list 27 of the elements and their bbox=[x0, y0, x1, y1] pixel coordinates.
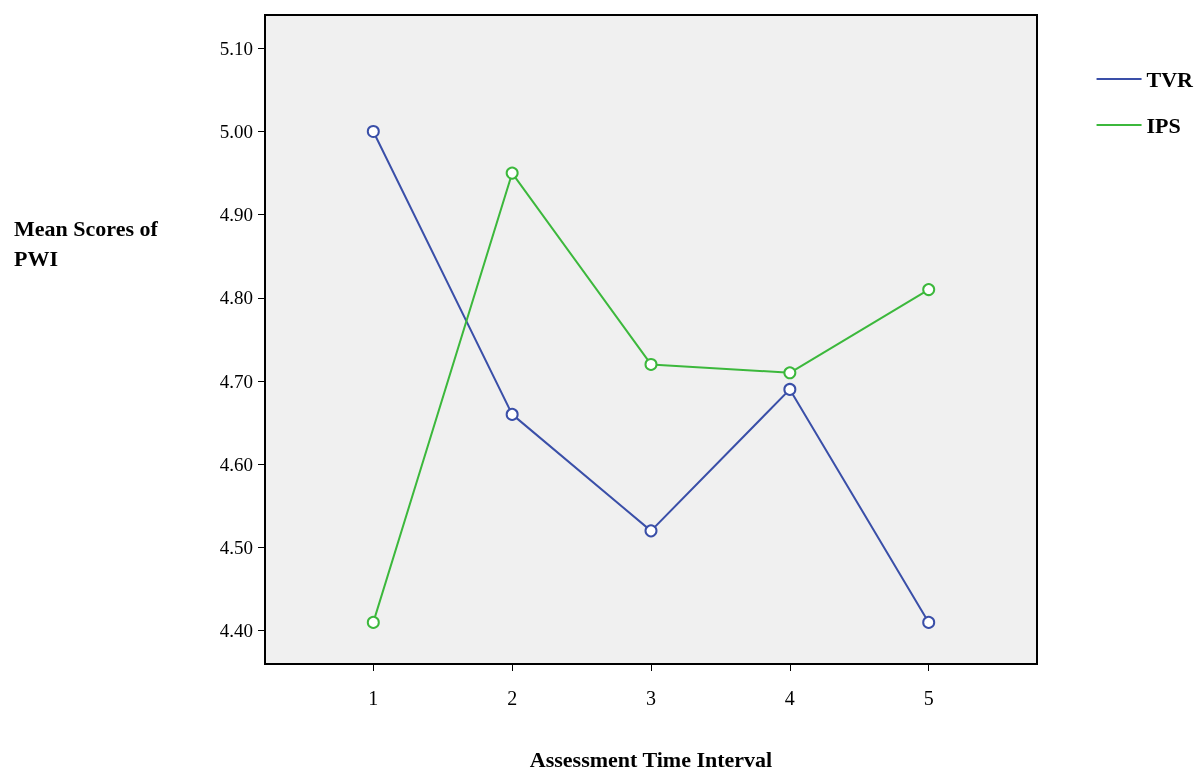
point bbox=[505, 407, 519, 421]
y-tick-label: 4.60 bbox=[219, 453, 253, 475]
y-tick-label: 4.40 bbox=[219, 620, 253, 642]
x-tick-label: 5 bbox=[923, 687, 934, 709]
point bbox=[644, 524, 658, 538]
point bbox=[783, 366, 797, 380]
x-tick-label: 1 bbox=[368, 687, 379, 709]
y-tick-label: 5.10 bbox=[219, 37, 253, 59]
x-axis-title: Assessment Time Interval bbox=[529, 746, 773, 772]
x-tick-label: 3 bbox=[646, 687, 656, 709]
x-tick-label: 4 bbox=[784, 687, 795, 709]
point bbox=[366, 615, 380, 629]
y-tick-label: 5.00 bbox=[219, 120, 253, 142]
y-tick-label: 4.80 bbox=[219, 287, 253, 309]
point bbox=[783, 382, 797, 396]
y-axis-title: Mean Scores of PWI bbox=[14, 215, 164, 271]
y-tick-label: 4.50 bbox=[219, 537, 253, 559]
x-tick-label: 2 bbox=[507, 687, 518, 709]
legend-label: IPS bbox=[1146, 112, 1181, 138]
y-tick-label: 4.90 bbox=[219, 204, 253, 226]
point bbox=[505, 166, 519, 180]
point bbox=[922, 283, 936, 297]
legend-label: TVR bbox=[1146, 66, 1195, 92]
point bbox=[366, 124, 380, 138]
point bbox=[922, 615, 936, 629]
point bbox=[644, 357, 658, 371]
y-tick-label: 4.70 bbox=[219, 370, 253, 392]
